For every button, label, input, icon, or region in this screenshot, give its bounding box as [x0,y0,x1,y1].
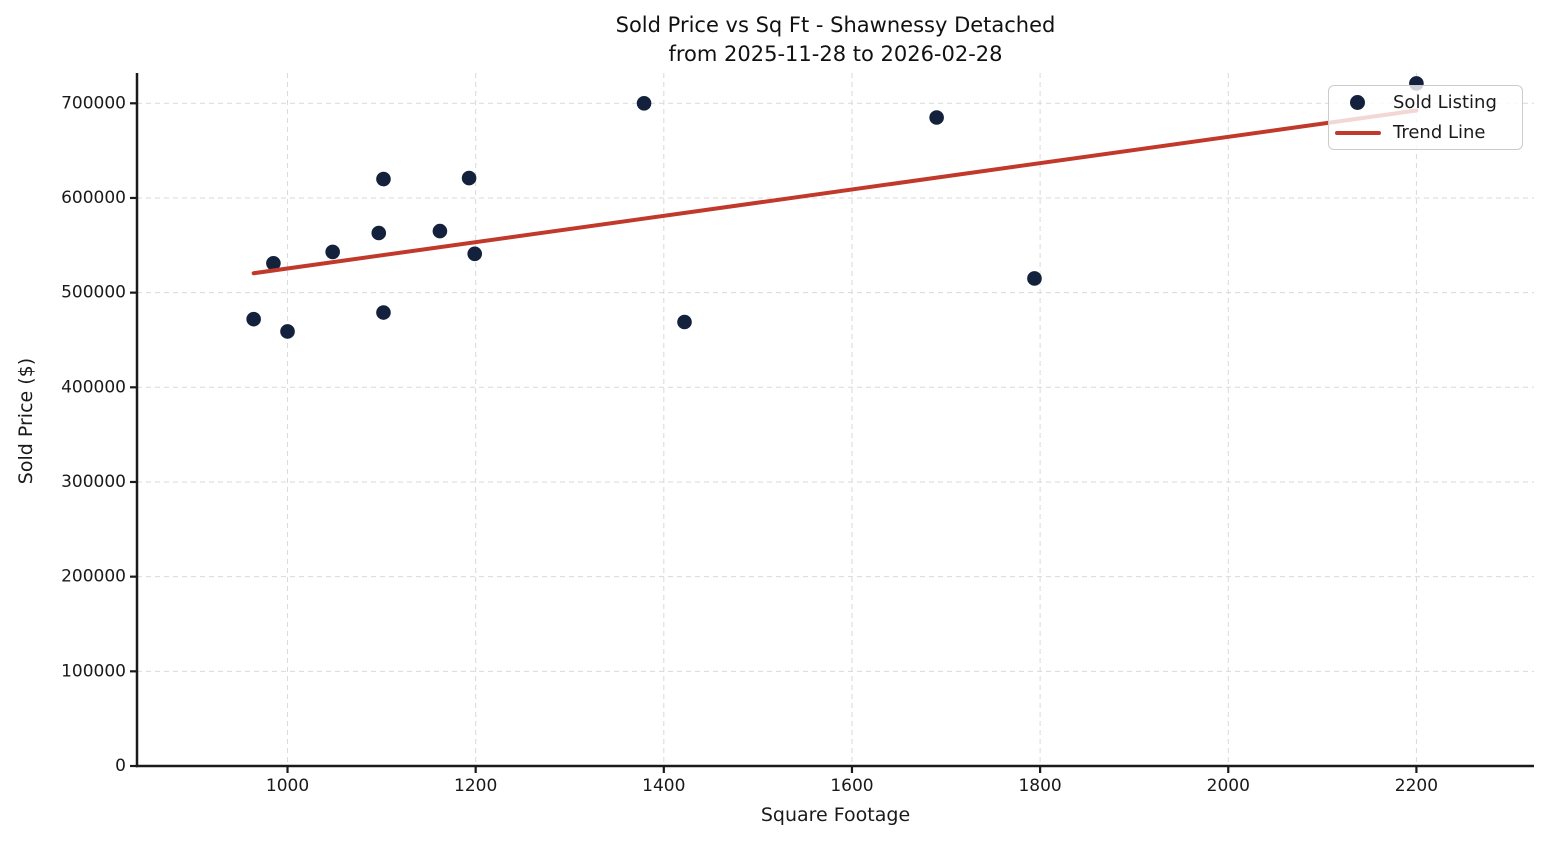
x-tick-label: 2000 [1207,776,1250,796]
chart-subtitle: from 2025-11-28 to 2026-02-28 [668,42,1003,67]
scatter-point [325,244,340,260]
x-tick-label: 1200 [454,776,497,796]
x-tick-label: 1800 [1018,776,1061,796]
y-tick-label: 100000 [61,661,126,681]
scatter-point [636,95,652,111]
y-tick-label: 300000 [61,472,126,492]
y-tick-label: 700000 [61,93,126,113]
scatter-point [432,223,448,239]
chart-title-block: Sold Price vs Sq Ft - Shawnessy Detached… [137,11,1534,70]
x-tick-label: 1600 [830,776,873,796]
scatter-point [467,246,483,262]
scatter-point [371,225,387,241]
legend: Sold Listing Trend Line [1328,85,1523,150]
legend-marker-cell [1329,95,1393,110]
legend-label-sold-listing: Sold Listing [1393,92,1497,113]
chart-title: Sold Price vs Sq Ft - Shawnessy Detached [615,13,1056,37]
y-tick-label: 500000 [61,283,126,303]
y-tick-label: 400000 [61,377,126,397]
trend-line [251,108,1419,276]
x-tick-label: 2200 [1395,776,1438,796]
legend-item-trend-line: Trend Line [1329,122,1522,144]
legend-label-trend-line: Trend Line [1393,122,1486,143]
scatter-point [266,255,281,271]
scatter-point [929,110,944,125]
x-axis-label: Square Footage [760,804,911,826]
trend-line-swatch-icon [1335,130,1381,135]
x-tick-label: 1000 [266,776,309,796]
scatter-point [677,314,692,330]
scatter-point [461,170,477,186]
y-tick-label: 600000 [61,188,126,208]
scatter-point [246,311,261,327]
legend-marker-cell [1329,130,1393,135]
scatter-point [376,171,391,187]
scatter-point [1027,271,1042,286]
y-tick-label: 0 [115,756,126,776]
y-tick-label: 200000 [61,567,126,587]
x-tick-label: 1400 [642,776,685,796]
scatter-point [376,305,391,320]
y-axis-label: Sold Price ($) [15,357,37,485]
scatter-point [280,324,295,339]
legend-item-sold-listing: Sold Listing [1329,92,1522,114]
sold-listing-dot-icon [1350,95,1365,110]
